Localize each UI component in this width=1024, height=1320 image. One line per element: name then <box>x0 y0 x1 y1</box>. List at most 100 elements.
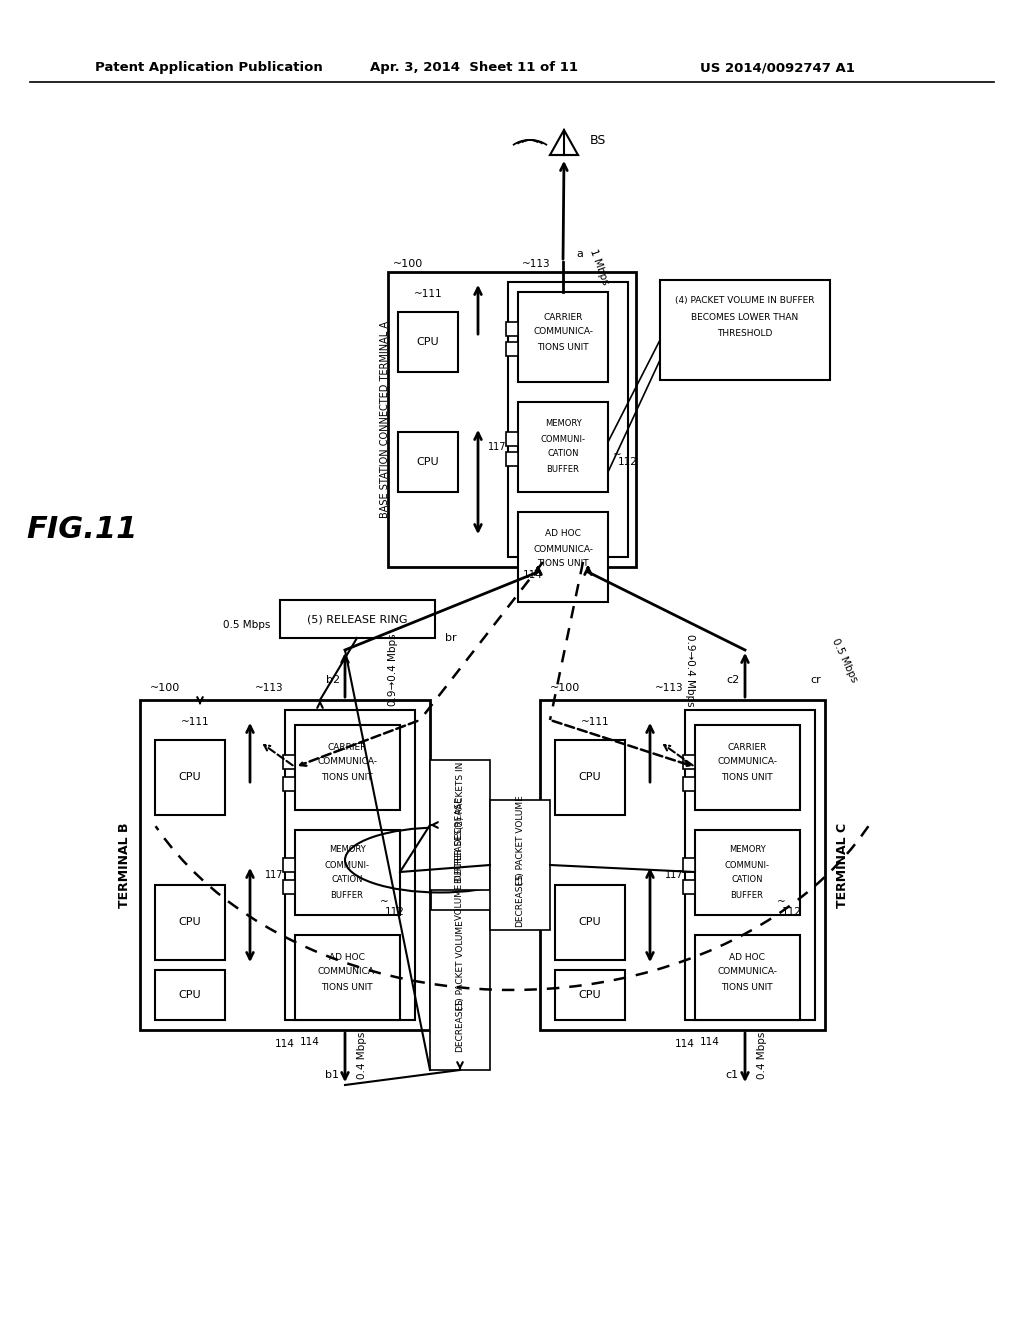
Bar <box>695 830 800 915</box>
Text: a: a <box>575 249 583 259</box>
Text: BUFFER DECREASE: BUFFER DECREASE <box>456 797 465 883</box>
Text: US 2014/0092747 A1: US 2014/0092747 A1 <box>700 62 855 74</box>
Bar <box>398 312 458 372</box>
Bar <box>283 777 295 791</box>
Text: CARRIER: CARRIER <box>727 742 767 751</box>
Text: TIONS UNIT: TIONS UNIT <box>721 982 773 991</box>
Text: CPU: CPU <box>178 990 202 1001</box>
Text: b2: b2 <box>326 675 340 685</box>
Text: Patent Application Publication: Patent Application Publication <box>95 62 323 74</box>
Text: TIONS UNIT: TIONS UNIT <box>322 772 373 781</box>
Bar <box>685 710 815 1020</box>
Text: AD HOC: AD HOC <box>729 953 765 961</box>
Text: 112: 112 <box>385 907 404 917</box>
Bar <box>295 830 400 915</box>
Text: (2) PACKETS IN: (2) PACKETS IN <box>456 762 465 829</box>
Text: CATION: CATION <box>331 875 362 884</box>
Bar <box>283 755 295 770</box>
Text: 0.5 Mbps: 0.5 Mbps <box>830 636 859 684</box>
Bar <box>388 272 636 568</box>
Text: COMMUNICA-: COMMUNICA- <box>317 758 377 767</box>
Text: MEMORY: MEMORY <box>329 846 366 854</box>
Text: 0.4 Mbps: 0.4 Mbps <box>757 1031 767 1078</box>
Bar <box>660 280 830 380</box>
Bar <box>555 970 625 1020</box>
Text: TERMINAL B: TERMINAL B <box>119 822 131 908</box>
Text: CPU: CPU <box>417 337 439 347</box>
Text: CATION: CATION <box>731 875 763 884</box>
Text: ~113: ~113 <box>521 259 550 269</box>
Bar <box>155 741 225 814</box>
Bar <box>430 760 490 890</box>
Text: COMMUNI-: COMMUNI- <box>725 861 769 870</box>
Text: COMMUNICA-: COMMUNICA- <box>717 968 777 977</box>
Text: c1: c1 <box>725 1071 738 1080</box>
Text: 114: 114 <box>700 1038 720 1047</box>
Text: BUFFER: BUFFER <box>331 891 364 899</box>
Bar <box>398 432 458 492</box>
Bar <box>695 725 800 810</box>
Bar <box>683 777 695 791</box>
Text: 114: 114 <box>300 1038 319 1047</box>
Text: THRESHOLD: THRESHOLD <box>718 330 773 338</box>
Bar <box>540 700 825 1030</box>
Text: AD HOC: AD HOC <box>545 529 581 539</box>
Bar <box>280 601 435 638</box>
Bar <box>506 451 518 466</box>
Text: 0.4 Mbps: 0.4 Mbps <box>357 1031 367 1078</box>
Bar <box>506 432 518 446</box>
Text: TERMINAL C: TERMINAL C <box>837 822 850 908</box>
Text: MEMORY: MEMORY <box>729 846 765 854</box>
Text: BECOMES LOWER THAN: BECOMES LOWER THAN <box>691 313 799 322</box>
Bar <box>518 292 608 381</box>
Text: 112: 112 <box>782 907 802 917</box>
Text: ~113: ~113 <box>655 682 684 693</box>
Text: COMMUNI-: COMMUNI- <box>541 434 586 444</box>
Text: 1 Mbps: 1 Mbps <box>588 248 610 286</box>
Text: ~: ~ <box>613 450 622 459</box>
Text: DECREASES: DECREASES <box>515 873 524 927</box>
Bar <box>283 858 295 873</box>
Text: COMMUNICA-: COMMUNICA- <box>534 544 593 553</box>
Text: BUFFER: BUFFER <box>730 891 764 899</box>
Text: ~100: ~100 <box>550 682 581 693</box>
Text: CPU: CPU <box>579 990 601 1001</box>
Text: ~: ~ <box>380 898 389 907</box>
Bar <box>508 282 628 557</box>
Text: COMMUNI-: COMMUNI- <box>325 861 370 870</box>
Text: TIONS UNIT: TIONS UNIT <box>538 560 589 569</box>
Text: (4) PACKET VOLUME IN BUFFER: (4) PACKET VOLUME IN BUFFER <box>675 296 815 305</box>
Polygon shape <box>550 129 578 154</box>
Text: CPU: CPU <box>579 772 601 781</box>
Bar <box>283 880 295 894</box>
Text: br: br <box>445 634 457 643</box>
Bar <box>518 512 608 602</box>
Text: 0.5 Mbps: 0.5 Mbps <box>222 620 270 630</box>
Text: BS: BS <box>590 133 606 147</box>
Text: 0.9→0.4 Mbps: 0.9→0.4 Mbps <box>685 634 695 706</box>
Text: AD HOC: AD HOC <box>329 953 365 961</box>
Text: b1: b1 <box>325 1071 339 1080</box>
Bar <box>683 755 695 770</box>
Text: CPU: CPU <box>579 917 601 927</box>
Text: 112: 112 <box>618 457 638 467</box>
Text: ~111: ~111 <box>581 717 609 727</box>
Text: CPU: CPU <box>178 917 202 927</box>
Text: 114: 114 <box>675 1039 695 1049</box>
Bar <box>683 880 695 894</box>
Text: CATION: CATION <box>547 450 579 458</box>
Text: TIONS UNIT: TIONS UNIT <box>721 772 773 781</box>
Text: CPU: CPU <box>178 772 202 781</box>
Text: 114: 114 <box>523 570 543 579</box>
Text: ~: ~ <box>777 898 785 907</box>
Text: (1) PACKET VOLUME: (1) PACKET VOLUME <box>456 920 465 1010</box>
Text: CARRIER: CARRIER <box>328 742 367 751</box>
Text: FIG.11: FIG.11 <box>27 516 137 544</box>
Text: (3) PACKET VOLUME: (3) PACKET VOLUME <box>515 795 524 884</box>
Bar <box>295 935 400 1020</box>
Bar <box>518 403 608 492</box>
Text: COMMUNICA-: COMMUNICA- <box>534 327 593 337</box>
Text: BUFFER: BUFFER <box>547 465 580 474</box>
Text: 117: 117 <box>264 870 283 880</box>
Text: COMMUNICA-: COMMUNICA- <box>717 758 777 767</box>
